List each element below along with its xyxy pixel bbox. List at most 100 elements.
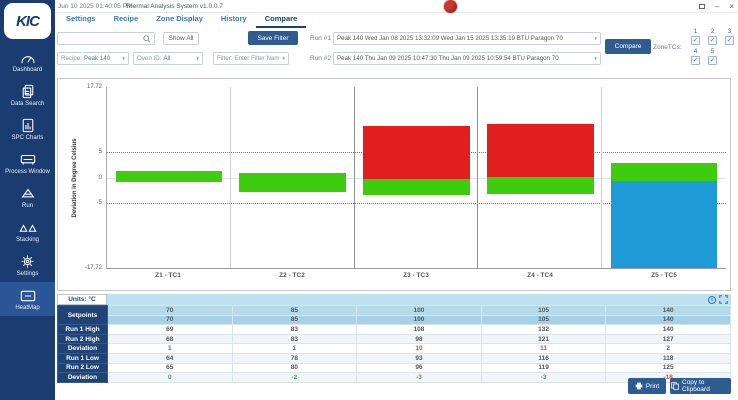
titlebar: Jun 10 2025 01:40:05 PM Thermal Analysis… xyxy=(55,0,738,14)
recipe-select[interactable]: Recipe: Peak 140 ▾ xyxy=(57,52,129,65)
chevron-down-icon: ▾ xyxy=(122,55,125,62)
data-search-icon xyxy=(21,83,35,100)
table-cell: 0 xyxy=(107,372,233,383)
print-button[interactable]: Print xyxy=(628,378,666,394)
run2-label: Run #2 xyxy=(310,55,331,62)
zone-tc-checkbox-5[interactable]: ✓ xyxy=(708,56,717,65)
threshold-line xyxy=(107,203,726,205)
toolbar: Show All Save Filter Run #1 Peak 140 Wed… xyxy=(55,28,738,74)
table-cell: 11 xyxy=(480,343,607,354)
zone-separator xyxy=(477,87,479,268)
table-cell: 105 xyxy=(480,314,607,326)
run2-value: Peak 140 Thu Jan 09 2025 10:47:30 Thu Ja… xyxy=(337,55,559,62)
category-label: Z2 - TC2 xyxy=(279,272,305,279)
minimize-icon[interactable]: – xyxy=(714,1,720,11)
zone-separator xyxy=(601,87,603,268)
zone-tc-checkbox-4[interactable]: ✓ xyxy=(691,56,700,65)
compare-button[interactable]: Compare xyxy=(605,39,651,54)
tab-history[interactable]: History xyxy=(220,14,247,23)
run1-select[interactable]: Peak 140 Wed Jan 08 2025 13:32:09 Wed Ja… xyxy=(333,32,601,45)
chevron-down-icon: ▾ xyxy=(594,55,597,62)
table-cell: 78 xyxy=(231,352,358,364)
row-header-deviation: Deviation xyxy=(57,372,108,383)
sidebar-item-dashboard[interactable]: Dashboard xyxy=(0,44,55,78)
table-cell: 121 xyxy=(480,333,607,345)
run1-value: Peak 140 Wed Jan 08 2025 13:32:09 Wed Ja… xyxy=(337,35,563,42)
restore-icon[interactable] xyxy=(698,3,705,11)
save-filter-button[interactable]: Save Filter xyxy=(248,31,298,45)
table-cell: 108 xyxy=(356,324,482,335)
sidebar-item-data-search[interactable]: Data Search xyxy=(0,78,55,112)
process-window-icon xyxy=(20,151,36,168)
zone-tc-checkbox-2[interactable]: ✓ xyxy=(708,36,717,45)
tab-recipe[interactable]: Recipe xyxy=(113,14,139,23)
table-cell: 1 xyxy=(231,343,358,354)
table-cell: 96 xyxy=(356,362,482,374)
search-input[interactable] xyxy=(57,32,155,45)
table-cell: 83 xyxy=(231,324,358,335)
zone-tc-checkbox-1[interactable]: ✓ xyxy=(691,36,700,45)
sidebar-item-process-window[interactable]: Process Window xyxy=(0,146,55,180)
tab-bar: Settings Recipe Zone Display History Compare xyxy=(55,14,738,28)
app-title: Thermal Analysis System v1.0.0.7 xyxy=(125,3,223,10)
y-tick-label: 5 xyxy=(98,148,102,155)
copy-to-clipboard-button[interactable]: Copy to Clipboard xyxy=(670,378,731,394)
y-tick-label: 0 xyxy=(98,174,102,181)
zone-tc-number: 2 xyxy=(710,29,715,35)
run2-select[interactable]: Peak 140 Thu Jan 09 2025 10:47:30 Thu Ja… xyxy=(333,52,601,65)
sidebar-item-label: Stacking xyxy=(15,237,39,243)
category-label: Z5 - TC5 xyxy=(651,272,677,279)
tab-zone-display[interactable]: Zone Display xyxy=(156,14,203,23)
table-cell: 100 xyxy=(356,314,482,326)
run-icon xyxy=(20,185,36,202)
oven-id-select[interactable]: Oven ID: All ▾ xyxy=(133,52,203,65)
table-cell: 116 xyxy=(480,352,607,364)
sidebar-item-settings[interactable]: Settings xyxy=(0,248,55,282)
sidebar-item-spc-charts[interactable]: SPC Charts xyxy=(0,112,55,146)
filter-select[interactable]: Filter: Enter Filter Name ▾ xyxy=(213,52,289,65)
deviation-bar-green xyxy=(610,162,718,181)
zone-tc-checkbox-3[interactable]: ✓ xyxy=(725,36,734,45)
zone-tcs-label: ZoneTCs: xyxy=(653,44,682,51)
table-cell: 70 xyxy=(107,314,233,326)
row-header-run-2-high: Run 2 High xyxy=(57,333,108,345)
table-row: Run 1 Low 64 78 93 116 118 xyxy=(57,352,731,364)
sidebar-item-heatmap[interactable]: HeatMap xyxy=(0,282,55,316)
filter-label: Filter: xyxy=(217,55,233,62)
show-all-button[interactable]: Show All xyxy=(163,32,199,45)
table-row: Deviation 0 -2 -3 -3 -18 xyxy=(57,372,731,383)
sidebar-item-stacking[interactable]: Stacking xyxy=(0,214,55,248)
units-label: Units: °C xyxy=(57,294,107,305)
expand-table-icon[interactable] xyxy=(719,295,728,304)
spc-charts-icon xyxy=(21,117,35,134)
sidebar-item-label: SPC Charts xyxy=(11,135,44,141)
table-cell: -3 xyxy=(356,372,482,383)
category-axis: Z1 - TC1 Z2 - TC2 Z3 - TC3 Z4 - TC4 Z5 - TC5 xyxy=(106,270,726,286)
sidebar-item-run[interactable]: Run xyxy=(0,180,55,214)
recipe-value: Peak 140 xyxy=(83,55,111,62)
compare-data-table: Setpoints 70 85 100 105 140 70 85 100 105 140 Run 1… xyxy=(57,304,731,383)
tab-settings[interactable]: Settings xyxy=(66,14,96,23)
zone-band xyxy=(602,87,726,268)
collapse-table-icon[interactable]: ∨ xyxy=(708,295,716,304)
deviation-bar-red xyxy=(487,123,594,177)
table-cell: 132 xyxy=(480,324,607,335)
chevron-down-icon: ▾ xyxy=(196,55,199,62)
copy-icon xyxy=(671,382,679,390)
deviation-bar-green xyxy=(115,171,223,182)
zone-tc-number: 3 xyxy=(727,29,732,35)
zone-band xyxy=(355,87,479,268)
category-label: Z3 - TC3 xyxy=(403,272,429,279)
tab-compare[interactable]: Compare xyxy=(255,12,307,28)
table-cell: 65 xyxy=(107,362,233,374)
zone-band xyxy=(107,87,231,268)
table-cell: 1 xyxy=(107,343,233,354)
close-icon[interactable]: × xyxy=(729,1,734,11)
row-header-setpoints: Setpoints xyxy=(57,304,108,326)
chevron-down-icon: ▾ xyxy=(282,55,285,62)
y-tick-label: 17.72 xyxy=(86,84,102,90)
zone-tc-number: 4 xyxy=(693,49,698,55)
run1-label: Run #1 xyxy=(310,35,331,42)
oven-id-label: Oven ID: xyxy=(137,55,162,62)
